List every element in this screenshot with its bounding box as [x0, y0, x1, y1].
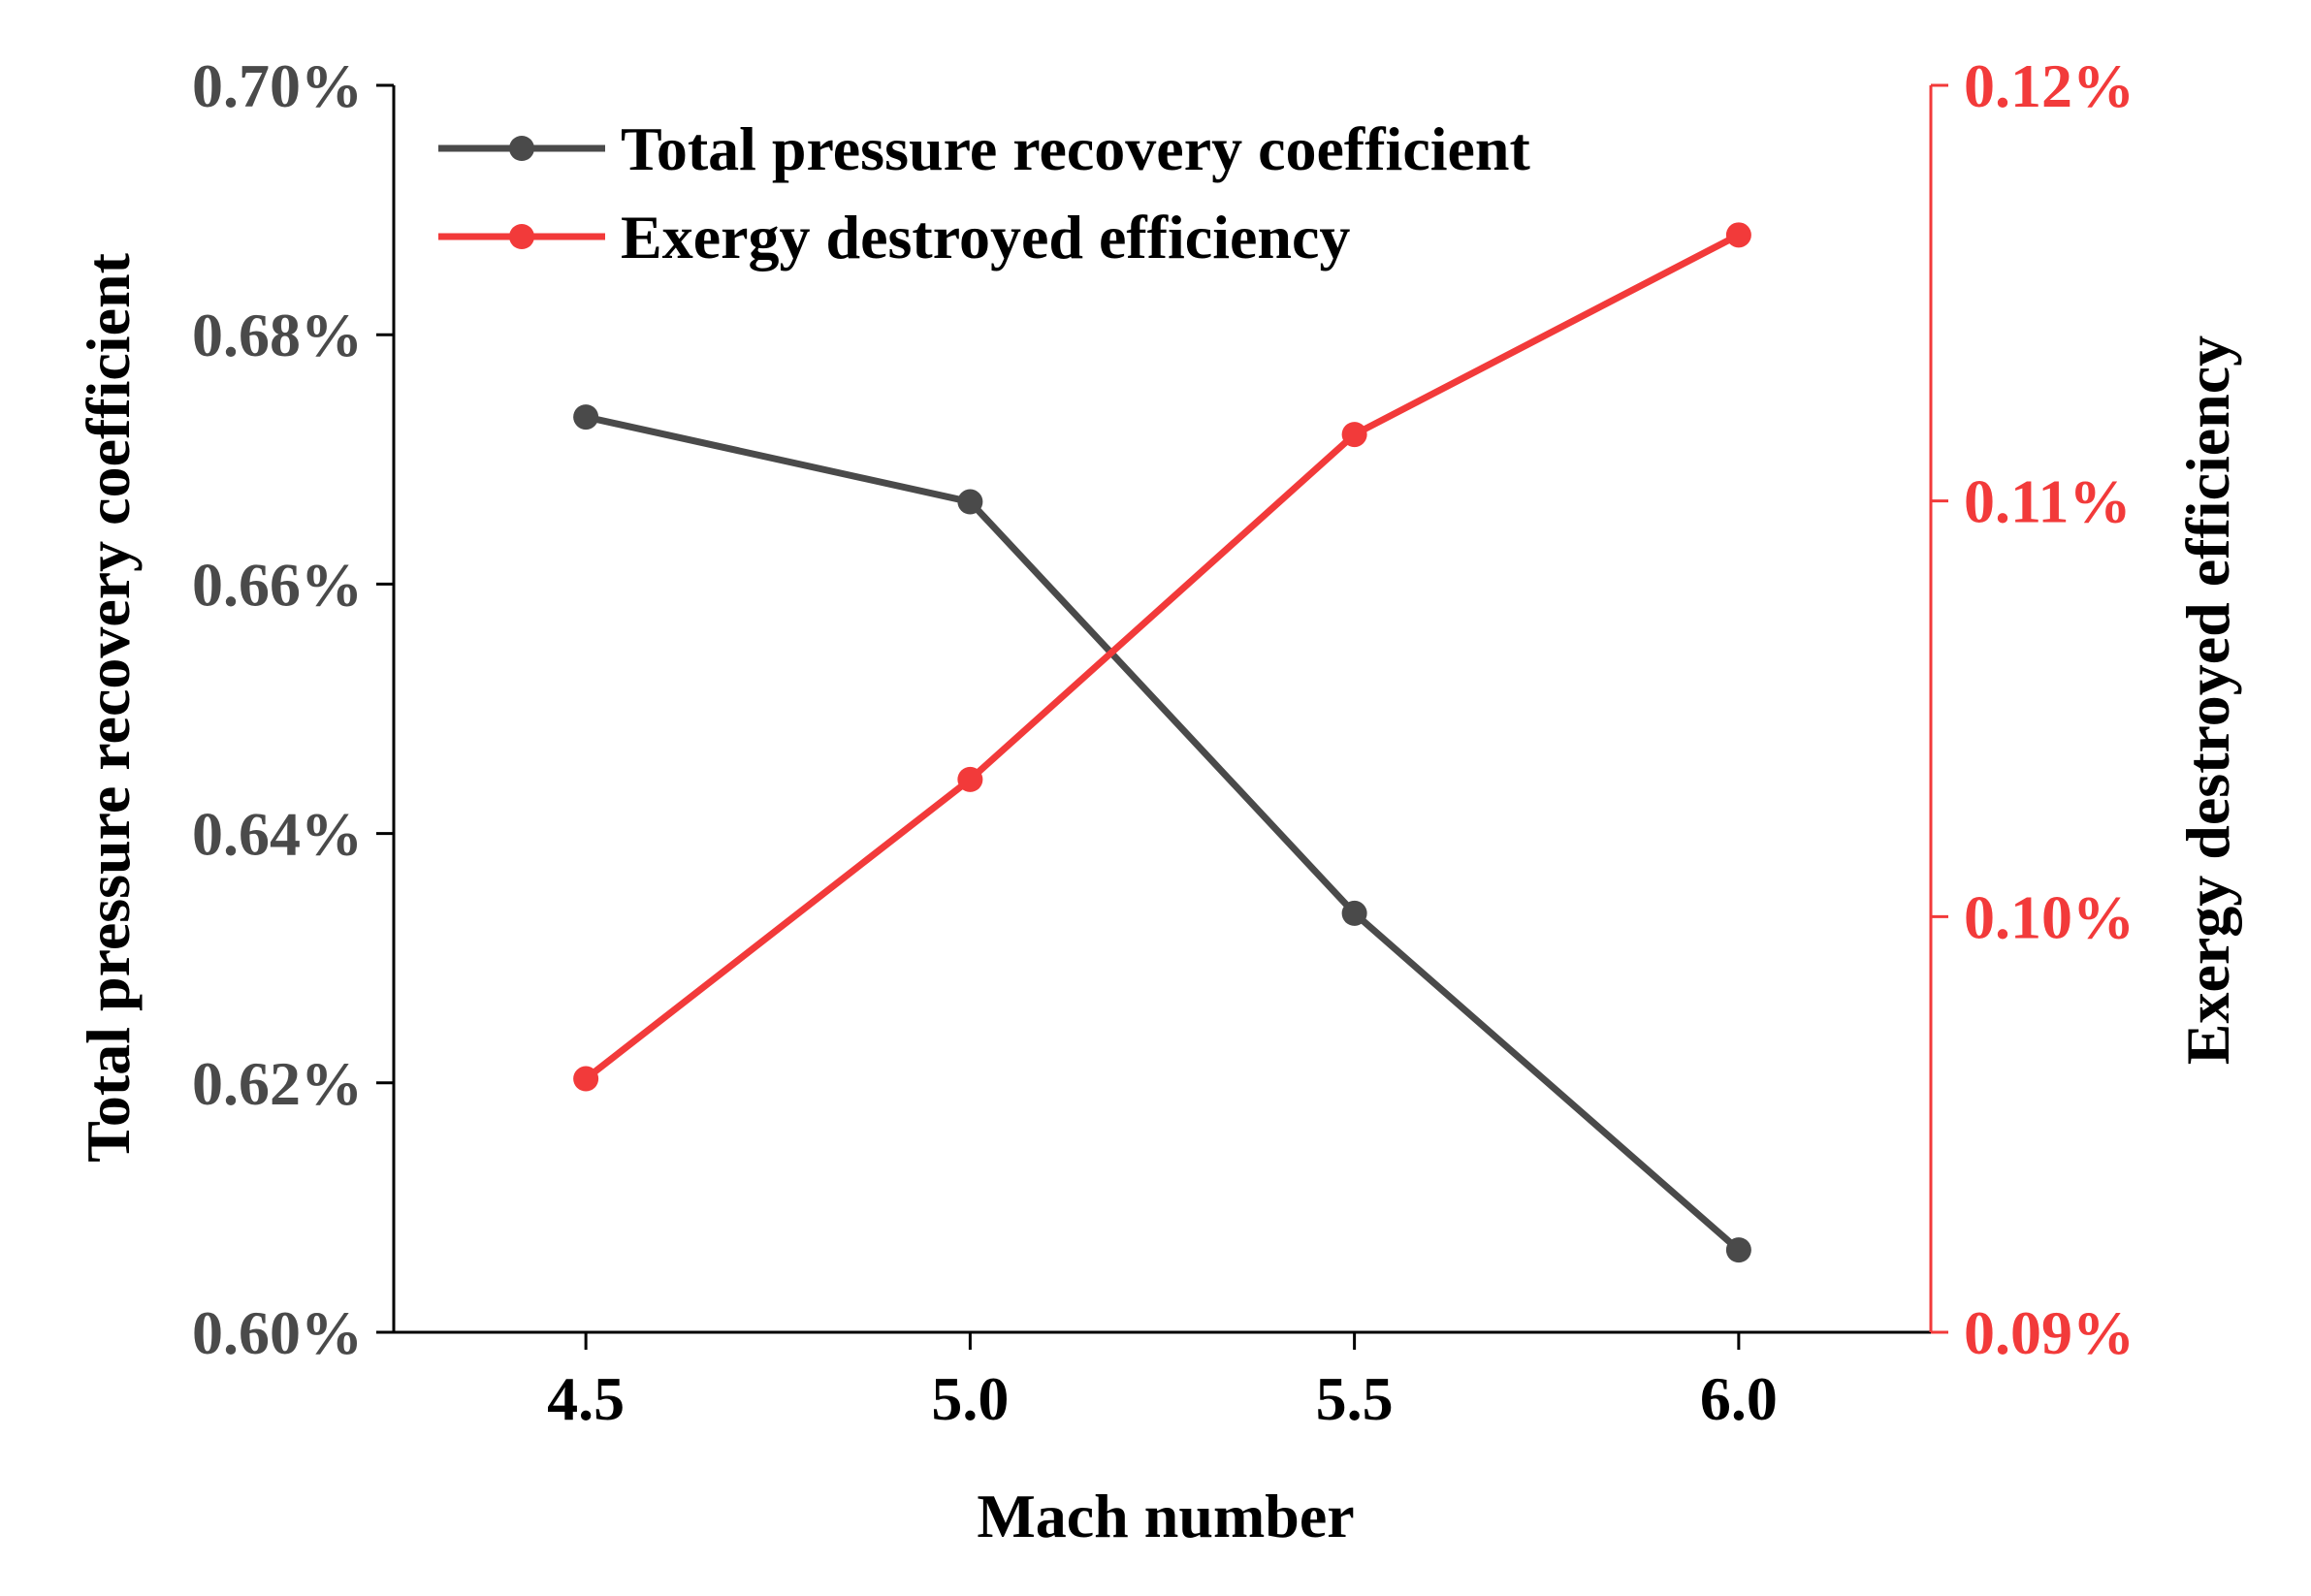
series-2-point	[573, 1066, 599, 1092]
legend-marker-1	[509, 136, 534, 161]
right-tick-label: 0.09%	[1964, 1298, 2134, 1367]
series-2-point	[957, 766, 983, 792]
legend-label-2: Exergy destroyed efficiency	[621, 203, 1350, 271]
series-layer	[573, 222, 1751, 1263]
left-tick-label: 0.60%	[192, 1298, 363, 1367]
series-1-point	[1341, 900, 1367, 926]
y-left-axis-title: Total pressure recovery coefficient	[74, 252, 143, 1163]
series-1-point	[1725, 1237, 1751, 1263]
legend-marker-2	[509, 224, 534, 249]
axes: 0.60% 0.62% 0.64% 0.66% 0.68% 0.70% 0.09% 0.10%…	[192, 51, 2134, 1433]
left-tick-label: 0.70%	[192, 51, 363, 120]
left-tick-label: 0.64%	[192, 800, 363, 869]
right-tick-label: 0.10%	[1964, 882, 2134, 951]
x-tick-label: 5.5	[1316, 1364, 1394, 1433]
series-2-point	[1341, 422, 1367, 448]
legend-label-1: Total pressure recovery coefficient	[621, 114, 1531, 183]
left-tick-label: 0.68%	[192, 301, 363, 369]
x-tick-label: 5.0	[931, 1364, 1009, 1433]
series-1-point	[573, 404, 599, 431]
x-tick-label: 4.5	[547, 1364, 625, 1433]
left-tick-label: 0.62%	[192, 1049, 363, 1118]
series-line-1	[585, 413, 1742, 1253]
right-tick-label: 0.12%	[1964, 51, 2134, 120]
y-right-axis-title: Exergy destroyed efficiency	[2173, 335, 2242, 1065]
series-1-point	[957, 489, 983, 515]
right-tick-label: 0.11%	[1964, 467, 2131, 536]
legend: Total pressure recovery coefficient Exerg…	[438, 114, 1531, 271]
series-line-2	[583, 232, 1741, 1082]
x-axis-title: Mach number	[977, 1482, 1354, 1550]
left-tick-label: 0.66%	[192, 550, 363, 619]
series-2-point	[1725, 222, 1751, 248]
x-tick-label: 6.0	[1700, 1364, 1778, 1433]
